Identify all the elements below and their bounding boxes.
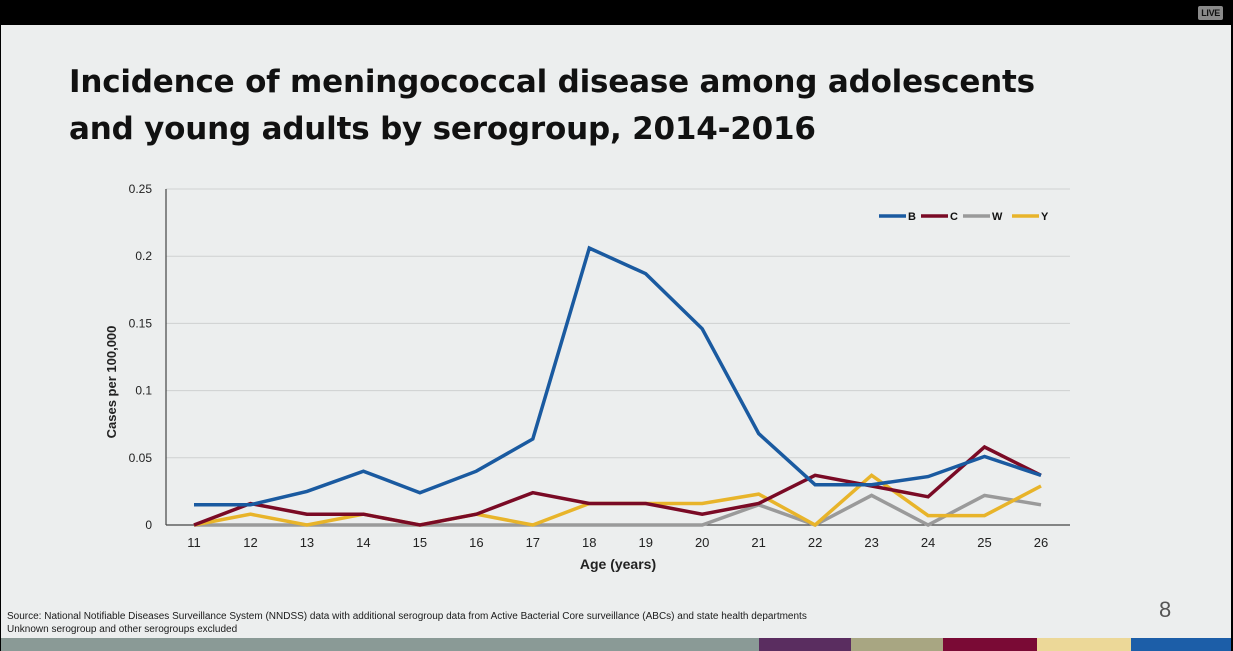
- x-tick-label: 13: [300, 535, 314, 550]
- title-line-1: Incidence of meningococcal disease among…: [69, 64, 1035, 100]
- y-tick-labels: 0 0.05 0.1 0.15 0.2 0.25: [129, 182, 153, 532]
- x-tick-label: 19: [638, 535, 652, 550]
- footer-color-segment: [759, 638, 851, 651]
- line-chart: 0 0.05 0.1 0.15 0.2 0.25 11 12 13 14 15 16 17 18 19 20…: [104, 182, 1070, 572]
- legend-label-W: W: [992, 211, 1003, 223]
- legend-label-C: C: [950, 211, 958, 223]
- footer-color-segment: [1, 638, 759, 651]
- x-tick-label: 11: [187, 535, 201, 550]
- gridlines: [166, 188, 1070, 459]
- page-number: 8: [1159, 597, 1172, 622]
- x-tick-labels: 11 12 13 14 15 16 17 18 19 20 21 22 23 24 25 26: [187, 535, 1048, 550]
- source-note: Source: National Notifiable Diseases Sur…: [7, 610, 807, 636]
- series-line-B: [194, 245, 1042, 507]
- x-tick-label: 12: [243, 535, 257, 550]
- source-line-2: Unknown serogroup and other serogroups e…: [7, 624, 238, 635]
- x-tick-label: 25: [977, 535, 991, 550]
- footer-color-bar: [1, 638, 1231, 651]
- x-tick-label: 24: [921, 535, 935, 550]
- x-tick-label: 18: [582, 535, 596, 550]
- legend-label-Y: Y: [1041, 211, 1049, 223]
- x-tick-label: 15: [413, 535, 427, 550]
- y-tick-label: 0: [145, 518, 152, 532]
- x-tick-label: 17: [526, 535, 540, 550]
- series-lines: [193, 245, 1042, 528]
- x-axis-label: Age (years): [580, 556, 656, 572]
- y-tick-label: 0.05: [129, 451, 153, 465]
- y-tick-label: 0.2: [135, 249, 152, 263]
- slide: Incidence of meningococcal disease among…: [1, 25, 1231, 651]
- x-tick-label: 16: [469, 535, 483, 550]
- video-top-bar: LIVE: [0, 0, 1233, 24]
- y-tick-label: 0.1: [135, 384, 152, 398]
- y-axis-label: Cases per 100,000: [104, 326, 119, 439]
- x-tick-label: 14: [356, 535, 370, 550]
- y-tick-label: 0.25: [129, 182, 153, 196]
- series-line-C: [193, 444, 1042, 527]
- legend-label-B: B: [908, 211, 916, 223]
- title-line-2: and young adults by serogroup, 2014-2016: [69, 111, 816, 147]
- footer-color-segment: [1037, 638, 1131, 651]
- footer-color-segment: [851, 638, 943, 651]
- series-line-W: [194, 493, 1042, 527]
- x-tick-label: 26: [1034, 535, 1048, 550]
- footer-color-segment: [1131, 638, 1231, 651]
- x-tick-label: 20: [695, 535, 709, 550]
- x-tick-label: 23: [864, 535, 878, 550]
- x-tick-label: 21: [751, 535, 765, 550]
- x-tick-label: 22: [808, 535, 822, 550]
- slide-title: Incidence of meningococcal disease among…: [69, 59, 1035, 153]
- y-tick-label: 0.15: [129, 316, 153, 330]
- footer-color-segment: [943, 638, 1037, 651]
- source-line-1: Source: National Notifiable Diseases Sur…: [7, 611, 807, 622]
- live-badge: LIVE: [1198, 6, 1223, 20]
